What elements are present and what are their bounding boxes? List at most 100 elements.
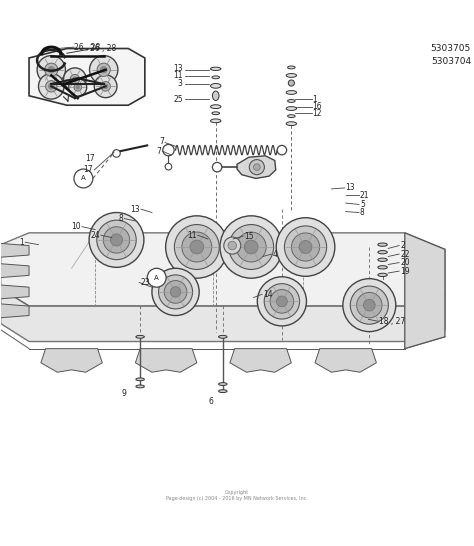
Text: Copyright
Page design (c) 2004 - 2016 by MN Network Services, Inc.: Copyright Page design (c) 2004 - 2016 by… — [166, 490, 308, 501]
Ellipse shape — [219, 335, 227, 338]
Text: 8: 8 — [119, 214, 124, 223]
Text: 7: 7 — [159, 137, 164, 146]
Ellipse shape — [219, 390, 227, 393]
Ellipse shape — [210, 67, 221, 70]
Circle shape — [103, 84, 108, 88]
Text: A: A — [154, 275, 159, 281]
Text: 1: 1 — [19, 238, 24, 247]
Ellipse shape — [288, 80, 294, 86]
Polygon shape — [0, 285, 29, 299]
Ellipse shape — [286, 91, 297, 94]
Circle shape — [100, 67, 107, 73]
Circle shape — [152, 268, 199, 316]
Text: 18 , 27: 18 , 27 — [379, 317, 405, 326]
Circle shape — [165, 163, 172, 170]
Circle shape — [89, 212, 144, 268]
Circle shape — [48, 84, 54, 89]
Circle shape — [110, 234, 122, 246]
Text: 8: 8 — [360, 208, 365, 217]
Circle shape — [90, 56, 118, 84]
Text: 9: 9 — [121, 389, 126, 398]
Circle shape — [48, 67, 55, 73]
Circle shape — [284, 226, 327, 268]
Circle shape — [270, 289, 294, 313]
Text: 13: 13 — [130, 205, 140, 213]
Ellipse shape — [378, 273, 387, 276]
Circle shape — [163, 145, 174, 156]
Circle shape — [64, 68, 86, 91]
Text: 13: 13 — [346, 183, 356, 192]
Ellipse shape — [288, 99, 295, 103]
Text: 2: 2 — [400, 241, 405, 250]
Text: 5303704: 5303704 — [431, 57, 471, 66]
Text: 26 , 28: 26 , 28 — [90, 44, 116, 54]
Circle shape — [46, 81, 57, 92]
Text: 11: 11 — [173, 71, 182, 80]
Text: 7: 7 — [156, 146, 161, 156]
Ellipse shape — [288, 66, 295, 69]
Text: 20: 20 — [400, 258, 410, 267]
Circle shape — [74, 169, 93, 188]
Text: 14: 14 — [263, 290, 273, 299]
Circle shape — [190, 240, 204, 254]
Circle shape — [356, 293, 382, 318]
Text: 17: 17 — [86, 153, 95, 163]
Ellipse shape — [136, 378, 145, 381]
Ellipse shape — [210, 105, 221, 109]
Ellipse shape — [210, 84, 221, 88]
Circle shape — [182, 232, 212, 262]
Circle shape — [174, 224, 219, 270]
Circle shape — [212, 162, 222, 172]
Ellipse shape — [286, 74, 297, 78]
Polygon shape — [41, 348, 102, 372]
Text: 21: 21 — [360, 191, 369, 199]
Circle shape — [101, 81, 110, 91]
Circle shape — [229, 224, 273, 270]
Text: 1: 1 — [313, 94, 318, 104]
Ellipse shape — [288, 115, 295, 117]
Ellipse shape — [219, 383, 227, 385]
Text: 13: 13 — [173, 64, 182, 73]
Circle shape — [147, 268, 166, 287]
Text: 11: 11 — [187, 231, 197, 240]
Text: 3: 3 — [178, 80, 182, 88]
Circle shape — [94, 75, 117, 98]
Polygon shape — [230, 348, 292, 372]
Ellipse shape — [212, 112, 219, 115]
Ellipse shape — [378, 266, 387, 269]
Circle shape — [69, 78, 87, 96]
Text: 5303705: 5303705 — [431, 44, 471, 53]
Circle shape — [113, 150, 120, 157]
Text: 12: 12 — [313, 109, 322, 118]
Polygon shape — [0, 264, 29, 278]
Circle shape — [343, 278, 396, 331]
Text: 22: 22 — [400, 250, 410, 259]
Ellipse shape — [136, 385, 145, 388]
Circle shape — [45, 63, 58, 76]
Ellipse shape — [210, 119, 221, 123]
Polygon shape — [0, 243, 29, 257]
Text: A: A — [81, 175, 86, 181]
Ellipse shape — [378, 251, 387, 254]
Circle shape — [74, 84, 82, 91]
Text: 26 , 28: 26 , 28 — [74, 43, 100, 51]
Ellipse shape — [286, 106, 297, 110]
Text: 19: 19 — [400, 266, 410, 276]
Circle shape — [76, 85, 80, 89]
Polygon shape — [405, 233, 445, 348]
Ellipse shape — [286, 122, 297, 126]
Circle shape — [264, 284, 300, 319]
Ellipse shape — [212, 91, 219, 100]
Text: 25: 25 — [173, 94, 182, 104]
Circle shape — [254, 164, 260, 170]
Ellipse shape — [136, 335, 145, 338]
Text: 17: 17 — [83, 165, 93, 175]
Circle shape — [37, 56, 65, 84]
Text: 23: 23 — [140, 278, 150, 287]
Polygon shape — [315, 348, 376, 372]
Circle shape — [73, 77, 77, 81]
Circle shape — [236, 232, 266, 262]
Circle shape — [299, 241, 312, 253]
Text: 24: 24 — [91, 231, 100, 240]
Text: 5: 5 — [360, 200, 365, 209]
